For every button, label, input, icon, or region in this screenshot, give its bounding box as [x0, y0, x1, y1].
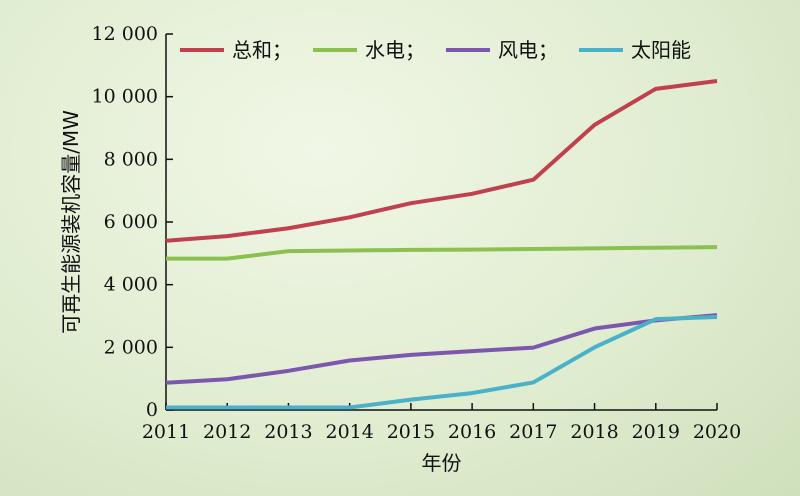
series-lines	[165, 79, 718, 410]
x-tick-label: 2012	[203, 421, 251, 443]
legend-label-2: 水电；	[365, 38, 425, 62]
y-ticks: 0 2 000 4 000 6 000 8 000 10 000 12 000	[92, 23, 173, 421]
x-tick-label: 2015	[387, 421, 435, 443]
y-tick-label: 4 000	[104, 274, 158, 296]
legend-label-3: 风电；	[498, 38, 558, 62]
series-line-1	[165, 79, 718, 243]
y-tick-label: 10 000	[92, 86, 158, 108]
x-tick-label: 2011	[142, 421, 190, 443]
x-tick-label: 2020	[693, 421, 741, 443]
legend-label-4: 太阳能	[631, 38, 691, 62]
y-tick-label: 6 000	[104, 211, 158, 233]
x-tick-label: 2018	[570, 421, 618, 443]
x-tick-label: 2013	[264, 421, 312, 443]
y-tick-label: 12 000	[92, 23, 158, 45]
x-tick-label: 2017	[509, 421, 557, 443]
legend: 总和； 水电； 风电； 太阳能	[180, 38, 691, 62]
x-tick-label: 2019	[632, 421, 680, 443]
series-line-4	[166, 314, 718, 410]
x-tick-label: 2014	[325, 421, 373, 443]
x-tick-label: 2016	[448, 421, 496, 443]
y-tick-label: 2 000	[104, 336, 158, 358]
y-axis-title: 可再生能源装机容量/MW	[59, 110, 83, 334]
legend-label-1: 总和；	[232, 38, 292, 62]
x-ticks: 2011 2012 2013 2014 2015 2016 2017 2018 2019 2020	[142, 403, 741, 443]
y-tick-label: 0	[146, 399, 158, 421]
y-tick-label: 8 000	[104, 148, 158, 170]
series-line-3	[165, 313, 718, 385]
series-line-2	[166, 245, 718, 261]
x-axis-title: 年份	[422, 451, 462, 475]
